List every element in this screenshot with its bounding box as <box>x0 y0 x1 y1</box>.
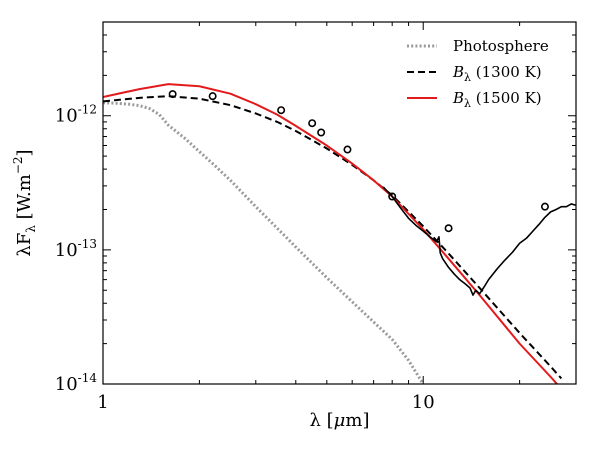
series-line-2 <box>103 83 559 384</box>
photometry-point <box>444 224 453 233</box>
legend-label-1: Bλ (1300 K) <box>452 63 542 84</box>
photometry-point <box>540 202 549 211</box>
y-tick-label: 10-14 <box>55 371 98 395</box>
photometry-point <box>168 90 177 99</box>
photometry-point <box>343 145 352 154</box>
series-line-1 <box>103 95 563 380</box>
series-line-3 <box>382 186 576 296</box>
y-axis-label: λFλ [W.m−2] <box>11 149 38 256</box>
plot-area <box>103 83 576 384</box>
photometry-point <box>308 119 317 128</box>
photometry-point <box>208 92 217 101</box>
photometry-point <box>388 192 397 201</box>
legend-label-0: Photosphere <box>453 37 549 55</box>
photometry-point <box>317 128 326 137</box>
x-tick-label: 10 <box>412 392 435 413</box>
x-tick-label: 1 <box>97 392 108 413</box>
plot-frame <box>102 21 577 385</box>
legend-label-2: Bλ (1500 K) <box>452 89 542 110</box>
axis-tick-labels: 1 10 10-14 10-13 10-12 <box>55 103 435 413</box>
legend: Photosphere Bλ (1300 K) Bλ (1500 K) <box>407 37 549 110</box>
y-tick-label: 10-13 <box>55 237 97 261</box>
y-tick-label: 10-12 <box>55 103 97 127</box>
photometry-point <box>277 106 286 115</box>
series-line-0 <box>103 101 425 384</box>
x-axis-label: λ [μm] <box>310 410 370 431</box>
axis-ticks <box>102 21 577 385</box>
